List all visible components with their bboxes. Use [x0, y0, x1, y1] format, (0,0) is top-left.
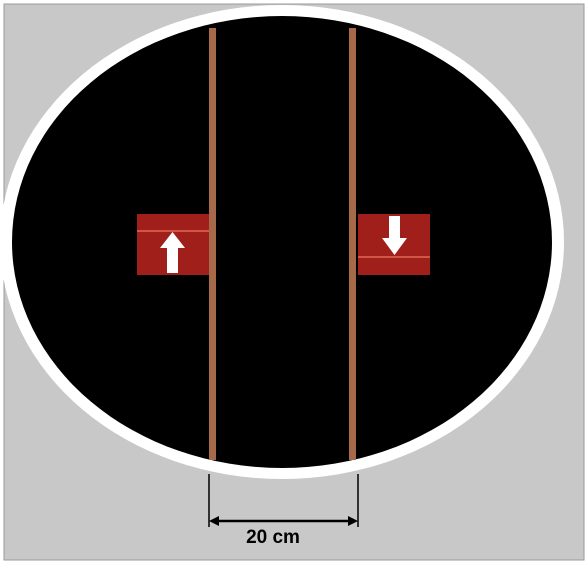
scale-bar: [208, 474, 359, 527]
right-rod: [349, 28, 356, 460]
left-magnet: [137, 214, 209, 275]
arrow-up-icon: [160, 232, 185, 273]
right-magnet: [358, 214, 430, 275]
arrow-down-icon: [382, 216, 407, 255]
left-rod: [209, 28, 216, 460]
scale-label: 20 cm: [246, 527, 300, 548]
disk: [12, 16, 552, 468]
